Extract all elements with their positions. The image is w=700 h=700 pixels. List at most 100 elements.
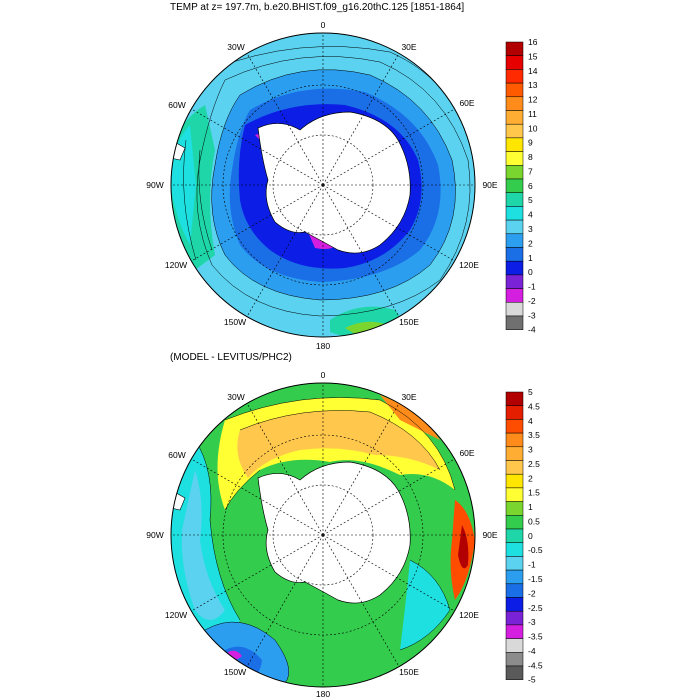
panel2-colorbar-label: 0.5 bbox=[528, 516, 540, 526]
panel1-colorbar-label: 11 bbox=[528, 109, 537, 119]
panel2-colorbar-swatch bbox=[505, 446, 524, 461]
panel1-lon-label-120e: 120E bbox=[459, 260, 479, 270]
panel1-colorbar-swatch bbox=[505, 41, 524, 56]
panel2-colorbar-swatch bbox=[505, 624, 524, 639]
panel2-colorbar-label: 3 bbox=[528, 445, 533, 455]
panel2-field-west-cooler bbox=[181, 470, 225, 620]
panel2-colorbar-swatch bbox=[505, 542, 524, 557]
panel2-colorbar-swatch bbox=[505, 528, 524, 543]
panel2-colorbar-swatch bbox=[505, 419, 524, 434]
panel1-colorbar-swatch bbox=[505, 247, 524, 262]
panel1-colorbar-label: 16 bbox=[528, 37, 538, 47]
panel2-lon-label-180: 180 bbox=[316, 689, 330, 699]
panel2-colorbar-swatch bbox=[505, 610, 524, 626]
panel2-colorbar-label: -2 bbox=[528, 588, 536, 598]
panel1-colorbar-label: 4 bbox=[528, 210, 533, 220]
panel1-antarctica-landmass bbox=[257, 111, 411, 254]
panel2-field-90e-hotter bbox=[458, 525, 469, 569]
panel2-lon-label-60e: 60E bbox=[459, 448, 474, 458]
panel1-colorbar-label: 14 bbox=[528, 66, 538, 76]
panel2-field-30e-warm bbox=[380, 395, 440, 440]
panel2-colorbar-label: 1 bbox=[528, 502, 533, 512]
panel1-colorbar-swatch bbox=[505, 206, 524, 221]
panel2-graticule bbox=[171, 383, 475, 687]
panel2-colorbar: 5 4.5 4 3.5 3 2.5 2 1.5 1 0.5 0 -0.5 -1 -1.5 -2 -2.5 -3 -… bbox=[505, 387, 543, 685]
panel1-colorbar-label: 6 bbox=[528, 181, 533, 191]
panel2-colorbar-swatch bbox=[505, 473, 524, 489]
panel2-colorbar-swatch bbox=[505, 405, 524, 420]
panel2-colorbar-label: -5 bbox=[528, 675, 536, 685]
panel1-colorbar-label: 12 bbox=[528, 95, 538, 105]
panel2-field-west-cool bbox=[171, 440, 240, 647]
panel1-colorbar-swatch bbox=[505, 260, 524, 276]
panel1-colorbar-swatch bbox=[505, 302, 524, 317]
panel2-colorbar-swatch bbox=[505, 515, 524, 530]
panel2-colorbar-swatch bbox=[505, 501, 524, 516]
panel1-map: 0 30E 60E 90E 120E 150E 180 150W 120W 90… bbox=[146, 20, 498, 351]
panel1-lon-label-90e: 90E bbox=[482, 180, 497, 190]
panel2-colorbar-label: -4.5 bbox=[528, 660, 543, 670]
panel2-lon-label-90w: 90W bbox=[146, 530, 163, 540]
panel1-colorbar-label: 0 bbox=[528, 267, 533, 277]
panel1-map-border bbox=[170, 32, 476, 338]
panel2-lon-label-150e: 150E bbox=[399, 667, 419, 677]
panel2-colorbar-label: 3.5 bbox=[528, 430, 540, 440]
panel1-colorbar-label: 3 bbox=[528, 224, 533, 234]
panel2-colorbar-label: 5 bbox=[528, 387, 533, 397]
panel2-colorbar-swatch bbox=[505, 569, 524, 585]
panel2-antarctica-landmass bbox=[257, 461, 411, 604]
panel1-colorbar-swatch bbox=[505, 288, 524, 303]
panel2-colorbar-swatch bbox=[505, 583, 524, 598]
panel2-contours bbox=[194, 397, 456, 687]
panel2-title: (MODEL - LEVITUS/PHC2) bbox=[170, 352, 292, 363]
panel1-colorbar-label: 2 bbox=[528, 238, 533, 248]
panel1-colorbar-label: 10 bbox=[528, 123, 538, 133]
panel2-lon-label-30e: 30E bbox=[401, 392, 416, 402]
panel2-map: 0 30E 60E 90E 120E 150E 180 150W 120W 90… bbox=[146, 370, 498, 699]
panel2-colorbar-swatch bbox=[505, 432, 524, 448]
panel2-lon-label-30w: 30W bbox=[227, 392, 244, 402]
panel1-colorbar-swatch bbox=[505, 219, 524, 235]
panel2-lon-label-150w: 150W bbox=[224, 667, 246, 677]
panel1-graticule bbox=[171, 33, 475, 337]
panel2-colorbar-label: -3 bbox=[528, 617, 536, 627]
panel2-field-warm-ring2 bbox=[237, 410, 440, 478]
panel1-title: TEMP at z= 197.7m, b.e20.BHIST.f09_g16.2… bbox=[170, 2, 465, 13]
panel1-colorbar-swatch bbox=[505, 110, 524, 125]
panel1-colorbar-swatch bbox=[505, 123, 524, 139]
panel2-colorbar-label: 4 bbox=[528, 416, 533, 426]
panel2-colorbar-label: 1.5 bbox=[528, 488, 540, 498]
panel2-colorbar-swatch bbox=[505, 460, 524, 475]
panel1-colorbar-label: 7 bbox=[528, 166, 533, 176]
panel1-lon-label-30e: 30E bbox=[401, 42, 416, 52]
panel1-colorbar-swatch bbox=[505, 274, 524, 289]
panel1-colorbar-label: 5 bbox=[528, 195, 533, 205]
panel1-lon-label-60w: 60W bbox=[168, 100, 185, 110]
panel1-lon-label-60e: 60E bbox=[459, 98, 474, 108]
panel1-lon-label-180: 180 bbox=[316, 341, 330, 351]
panel2-colorbar-label: -0.5 bbox=[528, 545, 543, 555]
panel1-colorbar-swatch bbox=[505, 233, 524, 248]
panel1-colorbar-label: 9 bbox=[528, 138, 533, 148]
panel1-colorbar-swatch bbox=[505, 137, 524, 152]
panel2-colorbar-label: -2.5 bbox=[528, 603, 543, 613]
panel2-colorbar-label: 4.5 bbox=[528, 401, 540, 411]
panel2-colorbar-swatch bbox=[505, 638, 524, 653]
panel1-lon-label-120w: 120W bbox=[165, 260, 187, 270]
panel1-colorbar-label: 1 bbox=[528, 253, 533, 263]
panel2-lon-label-120w: 120W bbox=[165, 610, 187, 620]
panel1-lon-label-150w: 150W bbox=[224, 317, 246, 327]
panel2-lon-label-120e: 120E bbox=[459, 610, 479, 620]
panel1-lon-label-30w: 30W bbox=[227, 42, 244, 52]
panel1-colorbar-swatch bbox=[505, 69, 524, 84]
panel1-field-150e-warm2 bbox=[345, 321, 385, 334]
panel1-colorbar-swatch bbox=[505, 96, 524, 111]
panel1-colorbar-label: -2 bbox=[528, 296, 536, 306]
panel1-lon-label-0: 0 bbox=[321, 20, 326, 30]
panel1-colorbar-label: -4 bbox=[528, 325, 536, 335]
panel2-colorbar-label: 0 bbox=[528, 531, 533, 541]
panel1-colorbar-label: 15 bbox=[528, 51, 538, 61]
panel2-lon-label-90e: 90E bbox=[482, 530, 497, 540]
panel1-colorbar-label: -3 bbox=[528, 310, 536, 320]
